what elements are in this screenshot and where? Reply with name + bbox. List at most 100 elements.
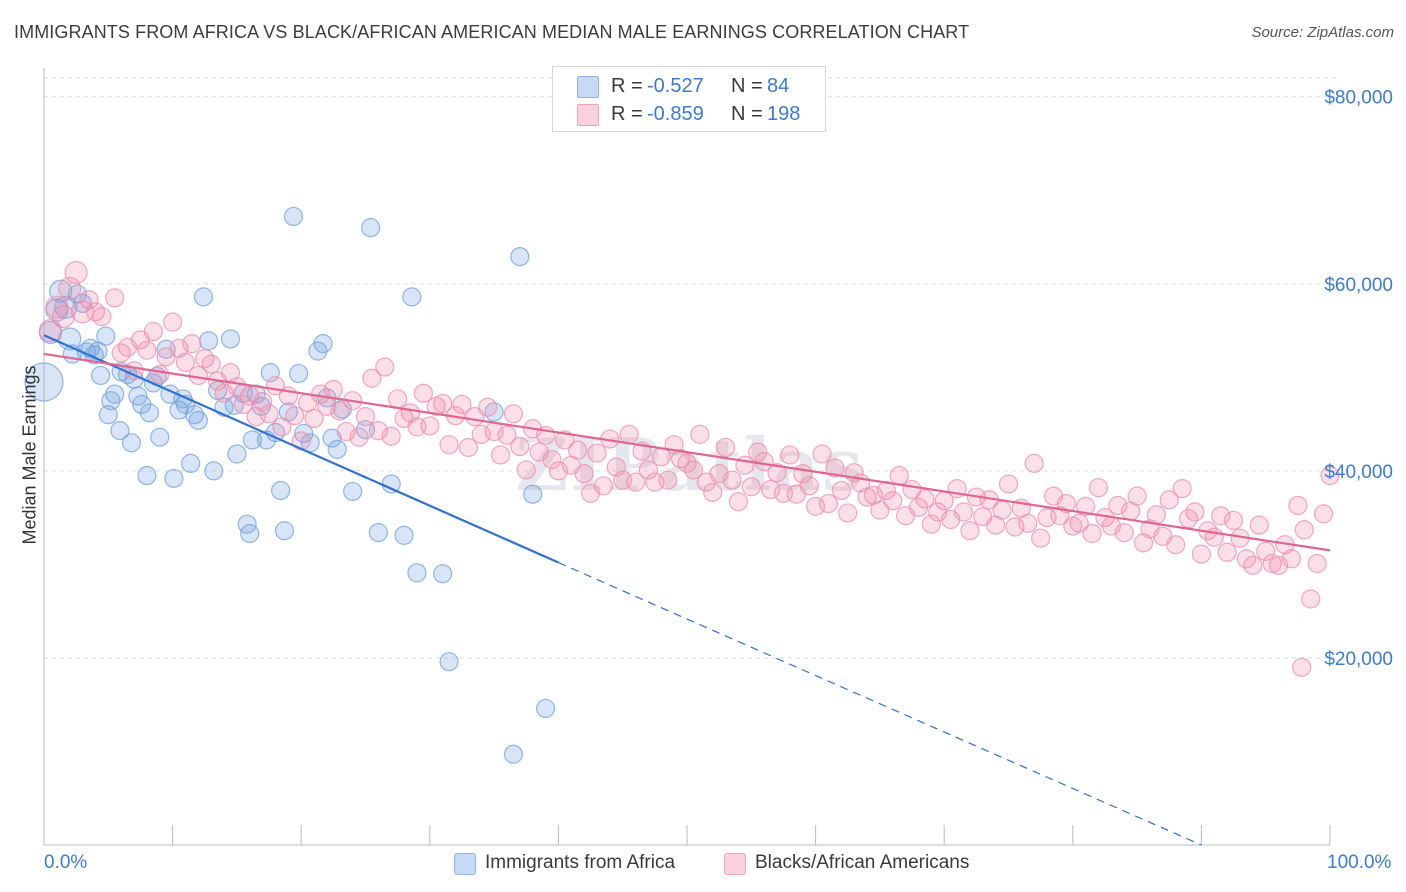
point-immigrants-from-africa <box>90 365 111 386</box>
point-black-african-americans <box>1114 522 1134 543</box>
point-black-african-americans <box>741 477 761 497</box>
point-immigrants-from-africa <box>313 334 333 354</box>
point-black-african-americans <box>330 401 350 421</box>
legend-n-label: N = <box>731 103 763 125</box>
point-black-african-americans <box>1133 533 1154 553</box>
point-black-african-americans <box>1005 517 1025 537</box>
point-black-african-americans <box>889 465 909 486</box>
point-black-african-americans <box>1211 506 1231 526</box>
point-black-african-americans <box>304 408 324 429</box>
point-immigrants-from-africa <box>368 522 388 543</box>
point-black-african-americans <box>1159 490 1179 510</box>
point-black-african-americans <box>992 500 1012 520</box>
point-black-african-americans <box>960 521 980 541</box>
legend-n-value: 198 <box>767 103 801 125</box>
point-black-african-americans <box>574 464 594 484</box>
point-black-african-americans <box>169 338 189 358</box>
y-tick-label: $40,000 <box>1324 462 1393 483</box>
point-immigrants-from-africa <box>402 287 422 307</box>
point-black-african-americans <box>838 503 858 523</box>
legend-r-label: R = <box>611 103 643 125</box>
point-black-african-americans <box>259 404 279 424</box>
point-black-african-americans <box>715 437 736 458</box>
point-black-african-americans <box>760 479 781 500</box>
point-immigrants-from-africa <box>523 484 543 504</box>
point-black-african-americans <box>497 425 517 445</box>
point-black-african-americans <box>439 435 459 455</box>
point-immigrants-from-africa <box>121 433 142 453</box>
point-black-african-americans <box>163 312 183 332</box>
point-black-african-americans <box>355 407 376 427</box>
point-black-african-americans <box>831 480 851 501</box>
point-black-african-americans <box>1281 549 1302 569</box>
point-black-african-americans <box>1069 513 1089 533</box>
point-immigrants-from-africa <box>283 206 304 227</box>
point-black-african-americans <box>799 476 819 496</box>
point-black-african-americans <box>722 470 742 490</box>
point-black-african-americans <box>381 426 401 446</box>
point-immigrants-from-africa <box>150 427 170 447</box>
point-black-african-americans <box>1249 515 1269 535</box>
point-black-african-americans <box>452 394 472 415</box>
legend-swatch-africa <box>577 76 599 98</box>
point-black-african-americans <box>323 379 343 400</box>
point-immigrants-from-africa <box>274 521 295 541</box>
point-black-african-americans <box>285 406 305 426</box>
point-black-african-americans <box>253 392 273 412</box>
point-immigrants-from-africa <box>503 744 523 764</box>
point-immigrants-from-africa <box>220 329 241 349</box>
point-black-african-americans <box>690 424 710 444</box>
point-black-african-americans <box>143 321 163 342</box>
point-black-african-americans <box>1056 493 1076 514</box>
point-black-african-americans <box>780 445 800 465</box>
point-immigrants-from-africa <box>327 439 347 459</box>
trend-line-africa-extrapolated <box>558 561 1202 846</box>
point-immigrants-from-africa <box>105 384 125 404</box>
point-immigrants-from-africa <box>110 421 130 441</box>
legend-r-label: R = <box>611 75 643 97</box>
point-black-african-americans <box>812 444 832 464</box>
point-immigrants-from-africa <box>289 363 309 384</box>
point-black-african-americans <box>638 460 659 480</box>
data-points <box>24 206 1340 764</box>
point-black-african-americans <box>1146 505 1166 525</box>
point-black-african-americans <box>883 491 903 511</box>
x-tick-label-max: 100.0% <box>1327 852 1392 873</box>
point-black-african-americans <box>683 460 704 480</box>
point-black-african-americans <box>1185 502 1205 522</box>
point-black-african-americans <box>593 476 614 496</box>
point-black-african-americans <box>150 364 170 385</box>
point-black-african-americans <box>998 474 1019 494</box>
point-black-african-americans <box>1294 520 1314 540</box>
y-tick-label: $60,000 <box>1324 275 1393 296</box>
point-black-african-americans <box>349 427 369 447</box>
point-black-african-americans <box>625 472 646 492</box>
point-black-african-americans <box>92 306 112 327</box>
legend-swatch-black <box>577 104 599 126</box>
point-black-african-americans <box>1082 523 1102 544</box>
point-immigrants-from-africa <box>204 461 224 481</box>
point-immigrants-from-africa <box>246 384 266 404</box>
point-black-african-americans <box>1024 453 1044 473</box>
point-black-african-americans <box>748 442 768 462</box>
point-immigrants-from-africa <box>407 563 427 583</box>
point-black-african-americans <box>420 416 440 436</box>
point-black-african-americans <box>1243 555 1263 575</box>
point-black-african-americans <box>105 288 125 308</box>
point-immigrants-from-africa <box>439 652 459 672</box>
y-tick-label: $80,000 <box>1324 88 1393 109</box>
point-black-african-americans <box>587 443 607 463</box>
point-black-african-americans <box>1172 479 1192 499</box>
point-black-african-americans <box>362 368 382 388</box>
point-black-african-americans <box>1217 542 1237 562</box>
point-black-african-americans <box>1288 495 1308 516</box>
point-black-african-americans <box>568 440 588 460</box>
point-black-african-americans <box>79 290 99 310</box>
point-immigrants-from-africa <box>322 428 342 448</box>
point-black-african-americans <box>728 492 749 512</box>
chart-source: Source: ZipAtlas.com <box>1251 24 1394 41</box>
point-black-african-americans <box>1050 506 1070 526</box>
point-black-african-americans <box>388 389 408 409</box>
point-black-african-americans <box>1088 478 1109 498</box>
